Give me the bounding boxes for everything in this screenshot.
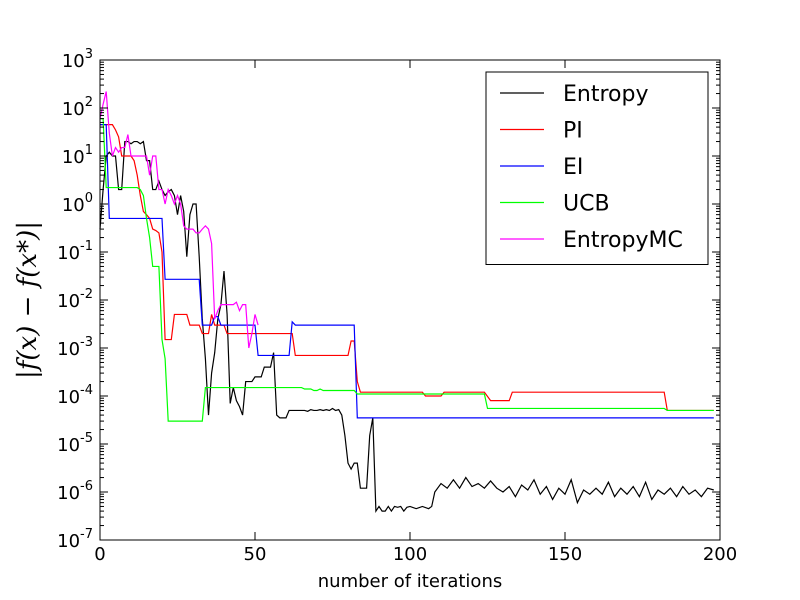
x-axis-title: number of iterations bbox=[318, 571, 502, 592]
x-tick-label: 50 bbox=[244, 544, 267, 565]
y-tick-label: 10-5 bbox=[57, 431, 93, 456]
y-tick-label: 10-6 bbox=[57, 479, 93, 504]
x-tick-label: 150 bbox=[548, 544, 582, 565]
series-layer bbox=[99, 91, 714, 513]
y-axis-title: |f(x) − f(x*)| bbox=[13, 221, 43, 379]
series-line-entropy bbox=[99, 140, 714, 513]
ticks-layer bbox=[99, 59, 721, 541]
y-tick-label: 10-1 bbox=[57, 239, 93, 264]
series-line-entropymc bbox=[99, 91, 259, 349]
series-line-ei bbox=[100, 124, 714, 419]
x-tick-label: 0 bbox=[94, 544, 105, 565]
legend: Entropy PI EI UCB EntropyMC bbox=[485, 71, 709, 265]
y-tick-label: 10-7 bbox=[57, 527, 93, 552]
y-tick-label: 103 bbox=[62, 47, 93, 72]
x-tick-label: 200 bbox=[703, 544, 737, 565]
legend-label-entropymc: EntropyMC bbox=[563, 228, 683, 253]
legend-label-ei: EI bbox=[563, 155, 583, 180]
series-line-pi bbox=[100, 124, 714, 412]
y-tick-label: 101 bbox=[62, 143, 93, 168]
series-line-ucb bbox=[100, 118, 714, 422]
y-tick-label: 10-4 bbox=[57, 383, 93, 408]
legend-label-entropy: Entropy bbox=[563, 82, 648, 107]
y-tick-label: 102 bbox=[62, 95, 93, 120]
x-tick-label: 100 bbox=[393, 544, 427, 565]
y-tick-label: 100 bbox=[62, 191, 93, 216]
y-tick-label: 10-2 bbox=[57, 287, 93, 312]
legend-box bbox=[485, 71, 709, 265]
legend-label-pi: PI bbox=[563, 119, 583, 144]
legend-label-ucb: UCB bbox=[563, 192, 610, 217]
y-tick-label: 10-3 bbox=[57, 335, 93, 360]
labels-layer: 0 50 100 150 200 10-7 10-6 10-5 10-4 10-3 10-2 10-1… bbox=[57, 47, 737, 565]
